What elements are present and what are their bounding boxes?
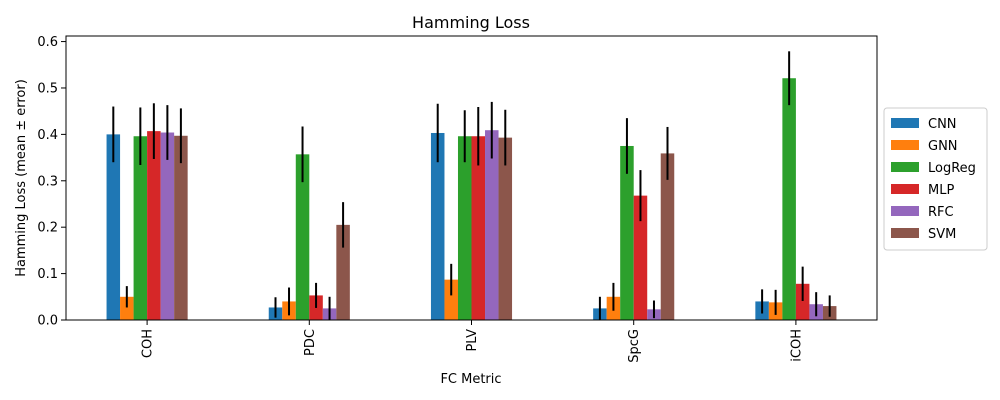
bar-gnn-plv	[444, 279, 458, 320]
y-tick-label: 0.0	[37, 314, 58, 329]
y-axis-label: Hamming Loss (mean ± error)	[14, 79, 29, 277]
chart-title: Hamming Loss	[412, 13, 530, 32]
legend-label-mlp: MLP	[928, 183, 954, 198]
legend-swatch-logreg	[891, 162, 919, 172]
bar-logreg-icoh	[782, 78, 796, 320]
legend-swatch-svm	[891, 228, 919, 238]
bar-svm-pdc	[336, 224, 350, 320]
y-axis: 0.0 0.1 0.2 0.3 0.4 0.5 0.6	[37, 35, 66, 329]
bar-mlp-spcg	[633, 195, 648, 320]
y-tick-label: 0.4	[37, 128, 58, 143]
bar-group	[106, 78, 837, 320]
x-tick-label: COH	[141, 329, 156, 358]
bar-gnn-coh	[120, 296, 134, 320]
bar-cnn-plv	[430, 132, 445, 320]
x-axis-label: FC Metric	[440, 372, 501, 387]
bar-rfc-coh	[160, 132, 175, 320]
legend: CNN GNN LogReg MLP RFC SVM	[883, 107, 988, 251]
legend-swatch-rfc	[891, 206, 919, 216]
legend-label-gnn: GNN	[928, 139, 958, 154]
y-tick-label: 0.2	[37, 221, 58, 236]
x-tick-label: PLV	[465, 329, 480, 352]
x-tick-label: iCOH	[789, 329, 804, 362]
x-tick-label: SpcG	[627, 329, 642, 363]
bar-logreg-pdc	[295, 154, 310, 320]
legend-swatch-mlp	[891, 184, 919, 194]
legend-label-cnn: CNN	[928, 117, 957, 132]
legend-label-rfc: RFC	[928, 205, 954, 220]
y-tick-label: 0.3	[37, 174, 58, 189]
legend-swatch-cnn	[891, 118, 919, 128]
bar-mlp-icoh	[795, 283, 810, 320]
legend-label-logreg: LogReg	[928, 161, 976, 176]
bar-mlp-coh	[147, 131, 161, 320]
bar-cnn-coh	[106, 134, 121, 320]
error-bar-group	[112, 51, 831, 320]
bar-rfc-plv	[485, 130, 499, 320]
bar-logreg-plv	[457, 136, 472, 320]
y-tick-label: 0.6	[37, 35, 58, 50]
y-tick-label: 0.5	[37, 81, 58, 96]
bar-logreg-spcg	[620, 145, 634, 320]
x-axis: COH PDC PLV SpcG iCOH	[141, 320, 804, 363]
bar-svm-plv	[498, 137, 513, 320]
bar-logreg-coh	[133, 136, 148, 320]
legend-swatch-gnn	[891, 140, 919, 150]
legend-label-svm: SVM	[928, 227, 956, 242]
bar-svm-coh	[174, 135, 188, 320]
y-tick-label: 0.1	[37, 267, 58, 282]
x-tick-label: PDC	[303, 329, 318, 356]
bar-svm-spcg	[660, 153, 675, 320]
bar-mlp-plv	[471, 136, 486, 320]
